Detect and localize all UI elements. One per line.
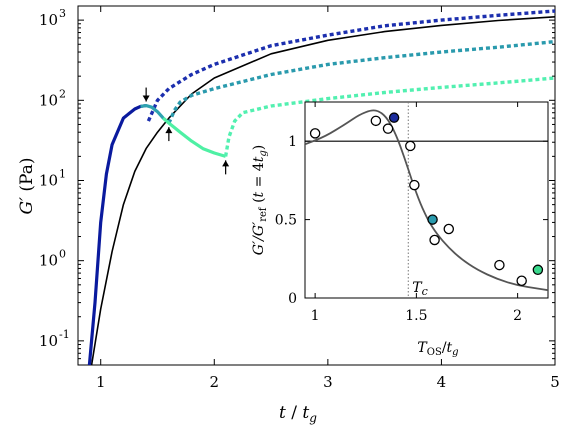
inset-data-point	[494, 259, 505, 271]
inset-y-tick-label: 1	[288, 134, 297, 150]
arrow-annotation-head-0	[142, 95, 150, 102]
series-line-1	[87, 104, 147, 366]
x-axis-title: t / tg	[279, 403, 317, 425]
inset-data-point	[427, 214, 438, 225]
series-line-4	[167, 39, 556, 124]
inset-y-tick-label: 0	[288, 291, 297, 307]
main-annotations	[142, 87, 230, 175]
inset-ticks: 1 1.5 2 0 0.5 1	[275, 102, 548, 324]
inset-data-point	[405, 140, 416, 152]
inset-x-tick-label: 1	[311, 308, 320, 324]
inset-data-point	[388, 112, 400, 123]
x-tick-label: 2	[210, 373, 220, 391]
y-tick-label: 10	[39, 171, 58, 189]
y-tick-exponent: 0	[59, 248, 66, 261]
series-line-5	[162, 116, 227, 158]
inset-y-tick-label: 0.5	[275, 213, 297, 229]
inset-points	[309, 112, 544, 287]
y-tick-label: 10	[39, 11, 58, 29]
arrow-annotation-head-1	[165, 127, 173, 134]
main-lines	[87, 9, 556, 366]
x-tick-label: 5	[550, 373, 560, 391]
inset-frame	[304, 101, 549, 299]
y-axis-title: G′ (Pa)	[17, 158, 37, 215]
inset-x-tick-label: 2	[513, 308, 522, 324]
series-line-6	[223, 76, 556, 157]
inset-x-axis-title: TOS/tg	[417, 340, 458, 358]
inset-critical-time-label: Tc	[412, 280, 428, 298]
inset-data-point	[309, 128, 321, 139]
series-line-0	[90, 16, 556, 366]
inset-data-point	[516, 275, 527, 287]
y-tick-exponent: 1	[59, 167, 66, 180]
inset-x-tick-label: 1.5	[405, 308, 427, 324]
y-tick-label: 10	[39, 332, 58, 350]
arrow-annotation-head-2	[222, 160, 230, 167]
x-tick-label: 4	[437, 373, 447, 391]
y-tick-label: 10	[39, 252, 58, 270]
inset-data-point	[429, 234, 440, 246]
x-tick-label: 1	[96, 373, 106, 391]
y-tick-exponent: -1	[59, 328, 70, 341]
inset-data-point	[443, 223, 455, 235]
inset-data-point	[382, 123, 394, 134]
y-tick-exponent: 3	[59, 7, 66, 20]
inset-data-point	[370, 115, 382, 127]
series-line-2	[146, 9, 556, 122]
inset-data-point	[409, 179, 420, 191]
y-tick-exponent: 2	[59, 87, 66, 100]
inset-data-point	[532, 264, 544, 276]
x-tick-label: 3	[323, 373, 333, 391]
y-tick-label: 10	[39, 91, 58, 109]
main-plot-frame	[77, 5, 556, 366]
inset-y-axis-title: G′/G′ref (t = 4tg)	[251, 145, 269, 255]
